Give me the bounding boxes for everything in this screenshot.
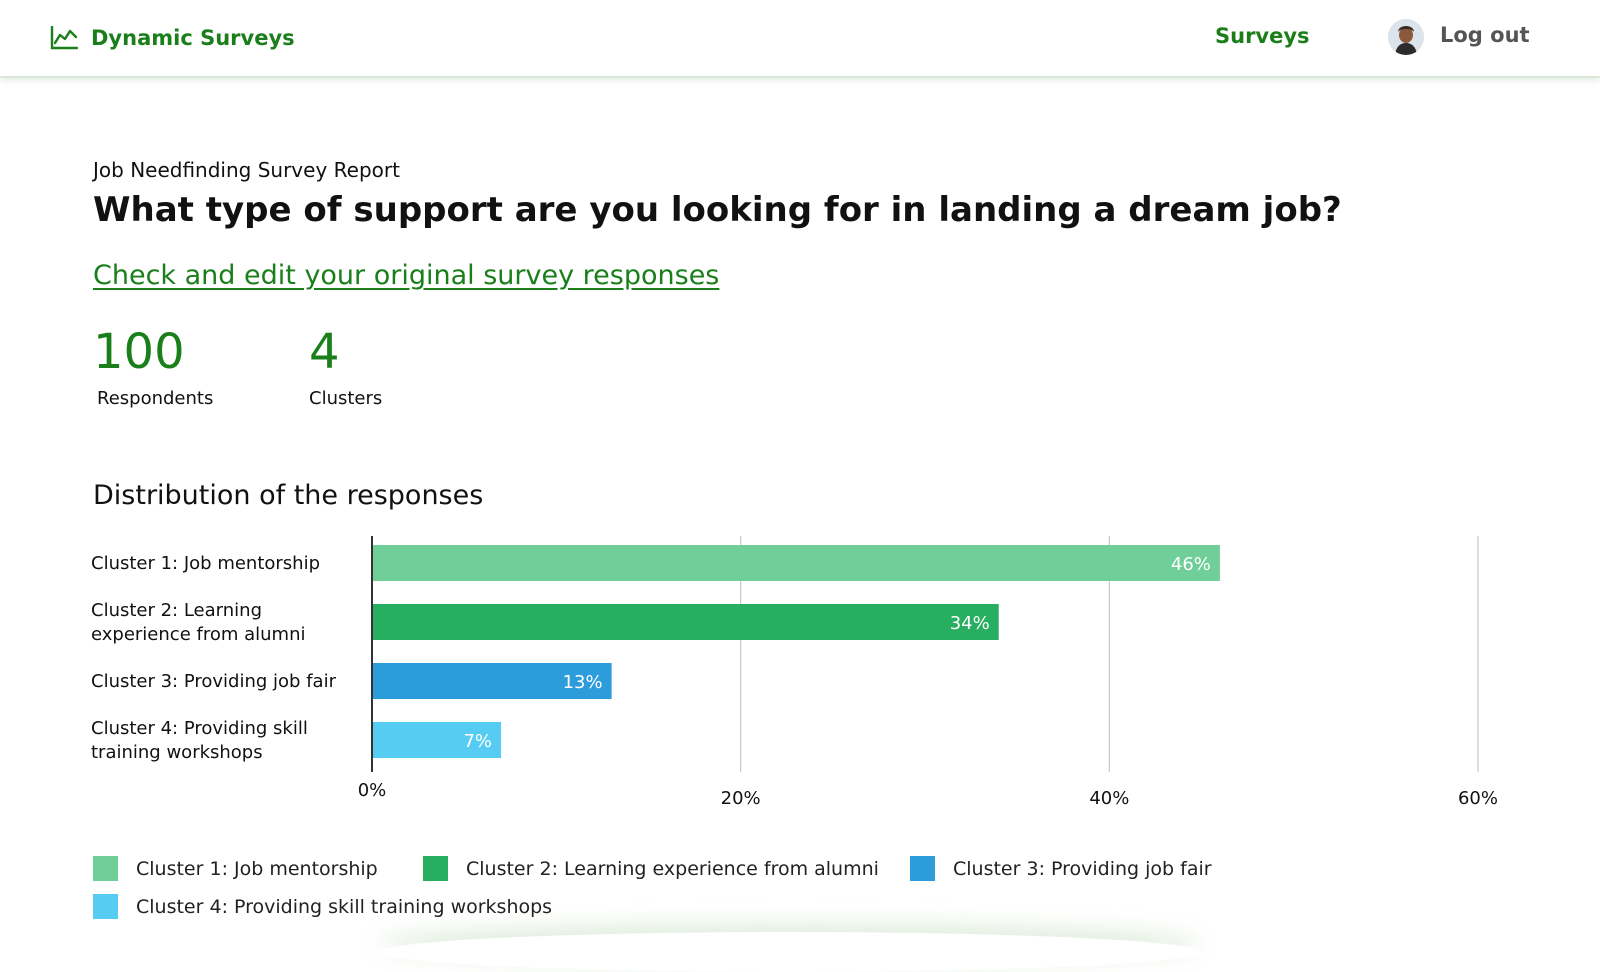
legend-label: Cluster 4: Providing skill training work…: [136, 895, 553, 918]
legend-item: Cluster 4: Providing skill training work…: [93, 894, 552, 919]
brand-home-link[interactable]: Dynamic Surveys: [50, 22, 295, 54]
bar-value-label: 7%: [463, 731, 492, 752]
category-label: experience from alumni: [91, 624, 305, 645]
bar-value-label: 46%: [1171, 554, 1211, 575]
legend-swatch: [423, 856, 448, 881]
bottom-panel-edge: [380, 932, 1200, 972]
x-tick-label: 40%: [1089, 788, 1129, 809]
report-label: Job Needfinding Survey Report: [93, 158, 400, 182]
x-tick-label: 20%: [721, 788, 761, 809]
category-label: Cluster 1: Job mentorship: [91, 553, 320, 574]
legend-label: Cluster 1: Job mentorship: [136, 857, 378, 880]
category-label: Cluster 2: Learning: [91, 600, 262, 621]
line-chart-icon: [50, 26, 78, 50]
legend-swatch: [93, 894, 118, 919]
brand-name: Dynamic Surveys: [91, 26, 295, 50]
respondents-count: 100: [93, 324, 185, 380]
distribution-title: Distribution of the responses: [93, 480, 484, 511]
top-navigation-bar: Dynamic Surveys Surveys Log out: [0, 0, 1600, 78]
x-tick-label: 0%: [358, 780, 387, 801]
clusters-label: Clusters: [309, 388, 383, 409]
avatar-image: [1388, 19, 1424, 55]
category-label: Cluster 3: Providing job fair: [91, 671, 337, 692]
clusters-count: 4: [309, 324, 340, 380]
legend-item: Cluster 2: Learning experience from alum…: [423, 856, 879, 881]
category-label: Cluster 4: Providing skill: [91, 718, 308, 739]
user-avatar[interactable]: [1388, 19, 1424, 55]
legend-item: Cluster 3: Providing job fair: [910, 856, 1212, 881]
x-tick-label: 60%: [1458, 788, 1498, 809]
nav-surveys-link[interactable]: Surveys: [1215, 24, 1310, 48]
bar: [372, 545, 1220, 581]
bar: [372, 722, 502, 758]
legend-label: Cluster 2: Learning experience from alum…: [466, 857, 879, 880]
bar: [372, 604, 999, 640]
survey-question-heading: What type of support are you looking for…: [93, 190, 1342, 230]
distribution-bar-chart: 46% 34% 13% 7% Cluster 1: Job mentorship Clus…: [91, 536, 1498, 809]
bar-value-label: 13%: [563, 672, 603, 693]
legend-swatch: [910, 856, 935, 881]
chart-legend: Cluster 1: Job mentorship Cluster 2: Lear…: [93, 856, 1513, 936]
logout-button[interactable]: Log out: [1440, 23, 1530, 47]
bar-value-label: 34%: [950, 613, 990, 634]
bar: [372, 663, 612, 699]
legend-swatch: [93, 856, 118, 881]
respondents-label: Respondents: [97, 388, 214, 409]
legend-label: Cluster 3: Providing job fair: [953, 857, 1212, 880]
edit-responses-link[interactable]: Check and edit your original survey resp…: [93, 260, 720, 291]
legend-item: Cluster 1: Job mentorship: [93, 856, 378, 881]
category-label: training workshops: [91, 742, 263, 763]
